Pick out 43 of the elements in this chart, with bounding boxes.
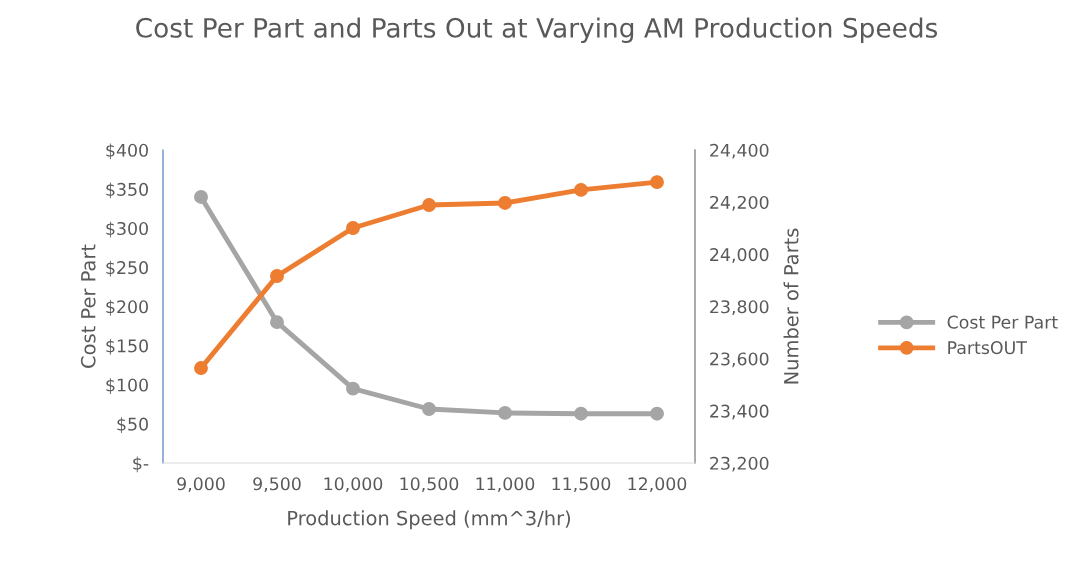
point [498,405,512,420]
point [346,221,360,235]
x-tick-label: 11,500 [552,477,611,493]
point [498,196,512,210]
y2-tick-label: 24,400 [710,143,769,159]
y2-tick-label: 23,600 [710,352,769,368]
x-tick-label: 9,500 [253,477,301,493]
chart-title: Cost Per Part and Parts Out at Varying AM Production Speeds [136,17,938,43]
y2-tick-label: 24,000 [710,248,769,263]
y2-tick-label: 23,200 [710,456,769,472]
point [574,406,588,421]
y-tick-label: $250 [106,260,148,277]
y2-tick-label: 23,800 [710,300,769,316]
x-axis-title: Production Speed (mm^3/hr) [288,510,570,530]
x-tick-label: 12,000 [628,477,687,493]
point [270,315,284,330]
y-tick-label: $200 [106,299,148,316]
point [650,406,664,421]
y-tick-label: $- [133,456,149,473]
y-tick-label: $100 [106,378,148,394]
y2-tick-label: 24,200 [710,195,769,211]
point [346,381,360,396]
point [650,175,664,190]
y-tick-label: $300 [106,221,148,238]
point [270,269,284,283]
x-tick-label: 11,000 [476,477,535,493]
point [194,190,208,204]
x-tick-label: 10,000 [324,477,383,493]
y-tick-label: $400 [106,143,148,160]
legend-label: Cost Per Part [947,315,1058,329]
y2-tick-label: 23,400 [710,404,769,420]
y2-axis-title: Number of Parts [783,228,799,384]
y-tick-label: $50 [117,417,148,434]
point [194,361,208,376]
y-axis-title: Cost Per Part [80,244,96,368]
point [422,198,436,212]
point [422,402,436,416]
point [574,182,588,197]
x-tick-label: 10,500 [400,477,459,493]
y-tick-label: $150 [106,339,148,355]
x-tick-label: 9,000 [177,477,225,493]
legend-label: PartsOUT [948,341,1027,355]
y-tick-label: $350 [106,182,148,199]
